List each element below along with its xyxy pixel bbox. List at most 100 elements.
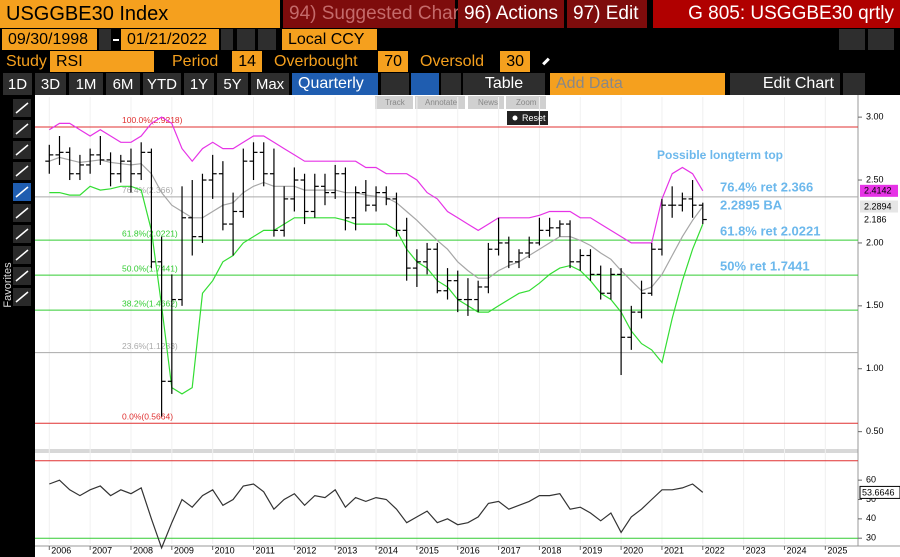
overbought-label: Overbought <box>274 52 358 70</box>
x-tick-label: 2016 <box>460 545 480 555</box>
side-tool-icon <box>15 270 29 282</box>
menu-item[interactable]: 97) Edit <box>567 0 647 28</box>
x-tick-label: 2008 <box>133 545 153 555</box>
period-button[interactable]: 3D <box>35 73 66 95</box>
tool-button[interactable] <box>415 96 465 109</box>
calendar[interactable] <box>221 29 233 50</box>
calendar[interactable] <box>99 29 111 50</box>
x-tick-label: 2018 <box>541 545 561 555</box>
annotation: 61.8% ret 2.0221 <box>720 223 820 238</box>
annotation: 50% ret 1.7441 <box>720 258 810 273</box>
dash <box>111 29 121 50</box>
periods: 1D 3D 1M 6M YTD 1Y 5Y Max <box>3 73 289 95</box>
next[interactable] <box>258 29 276 50</box>
chart: Favorites Track Annotate News Zoom Reset 2006… <box>0 95 900 557</box>
tool-label: Zoom <box>516 98 537 107</box>
line-chart[interactable] <box>381 73 409 95</box>
ticker[interactable]: USGGBE30 Index <box>0 0 280 28</box>
band-line <box>49 185 704 395</box>
tool-button[interactable] <box>468 96 504 109</box>
undo[interactable] <box>839 29 865 50</box>
last-value-label: 2.4142 <box>864 186 892 196</box>
range-bar: 09/30/1998 01/21/2022 Local CCY <box>0 29 900 50</box>
period-button[interactable]: 5Y <box>217 73 248 95</box>
menu-item[interactable]: 94) Suggested Charts <box>283 0 474 28</box>
fib-label: 100.0%(2.9218) <box>122 115 183 125</box>
y-tick-label: 3.00 <box>866 112 884 122</box>
fib-label: 50.0%(1.7441) <box>122 263 178 273</box>
period-button[interactable]: Max <box>251 73 289 95</box>
prev[interactable] <box>237 29 255 50</box>
menu-item[interactable]: 96) Actions <box>458 0 564 28</box>
tool-label: Annotate <box>425 98 458 107</box>
sidebar-label[interactable]: Favorites <box>2 262 14 308</box>
side-tool-icon <box>15 165 29 177</box>
bar-chart[interactable] <box>411 73 439 95</box>
annotation: 76.4% ret 2.366 <box>720 179 813 194</box>
side-tool-icon <box>15 207 29 219</box>
x-tick-label: 2024 <box>786 545 806 555</box>
x-tick-label: 2017 <box>501 545 521 555</box>
x-tick-label: 2020 <box>623 545 643 555</box>
last-value-box <box>860 184 898 197</box>
y-tick-label: 1.50 <box>866 300 884 310</box>
fib-label: 0.0%(0.5664) <box>122 412 173 422</box>
dash-icon <box>113 38 119 41</box>
page-id: G 805: USGGBE30 qrtly <box>653 0 900 28</box>
add-data[interactable]: Add Data <box>550 73 725 95</box>
period-button[interactable]: 1Y <box>184 73 214 95</box>
side-tool-icon <box>15 291 29 303</box>
band-line <box>48 116 704 244</box>
x-tick-label: 2022 <box>705 545 725 555</box>
frequency[interactable]: Quarterly <box>292 73 378 95</box>
pane-divider <box>35 449 858 453</box>
period-button[interactable]: 1D <box>3 73 32 95</box>
y-tick-label: 60 <box>866 475 876 485</box>
period-button[interactable]: 1M <box>69 73 103 95</box>
x-tick-label: 2014 <box>378 545 398 555</box>
oversold-label: Oversold <box>420 52 485 70</box>
tool-bar: 1D 3D 1M 6M YTD 1Y 5Y Max Quarterly Table Add D… <box>0 73 900 95</box>
x-tick-label: 2021 <box>664 545 684 555</box>
oversold[interactable]: 30 <box>500 51 530 72</box>
x-tick-label: 2006 <box>51 545 71 555</box>
start-date[interactable]: 09/30/1998 <box>2 29 97 50</box>
side-tool-icon <box>15 102 29 114</box>
reset-button[interactable] <box>507 111 548 125</box>
x-tick-label: 2009 <box>174 545 194 555</box>
x-tick-label: 2013 <box>337 545 357 555</box>
redo[interactable] <box>868 29 894 50</box>
fib-label: 76.4%(2.366) <box>122 185 173 195</box>
tool-button[interactable] <box>375 96 413 109</box>
side-tool-icon <box>15 249 29 261</box>
y-tick-label: 0.50 <box>866 426 884 436</box>
y-tick-label: 1.00 <box>866 363 884 373</box>
settings[interactable] <box>843 73 865 95</box>
reset-icon <box>512 115 518 121</box>
annotation: 2.2895 BA <box>720 197 783 212</box>
x-tick-label: 2012 <box>296 545 316 555</box>
tool-button[interactable] <box>506 96 546 109</box>
last-value-label: 2.186 <box>864 214 887 224</box>
end-date[interactable]: 01/21/2022 <box>121 29 219 50</box>
period-button[interactable]: YTD <box>143 73 181 95</box>
y-tick-label: 2.00 <box>866 237 884 247</box>
side-tool-icon <box>15 186 29 198</box>
x-tick-label: 2019 <box>582 545 602 555</box>
study-bar: Study RSI Period 14 Overbought 70 Overso… <box>0 51 900 72</box>
chart-menu[interactable] <box>441 73 461 95</box>
period[interactable]: 14 <box>232 51 262 72</box>
menu: 94) Suggested Charts 96) Actions 97) Edit <box>283 0 650 28</box>
overbought[interactable]: 70 <box>378 51 408 72</box>
title-bar: USGGBE30 Index 94) Suggested Charts 96) A… <box>0 0 900 28</box>
y-tick-label: 2.50 <box>866 174 884 184</box>
period-button[interactable]: 6M <box>106 73 140 95</box>
currency[interactable]: Local CCY <box>282 29 377 50</box>
pen[interactable] <box>536 51 556 72</box>
table[interactable]: Table <box>463 73 545 95</box>
last-value-label: 2.2894 <box>864 201 892 211</box>
edit-chart[interactable]: Edit Chart <box>730 73 840 95</box>
y-tick-label: 40 <box>866 513 876 523</box>
last-value-box <box>859 485 900 499</box>
study-name[interactable]: RSI <box>50 51 154 72</box>
